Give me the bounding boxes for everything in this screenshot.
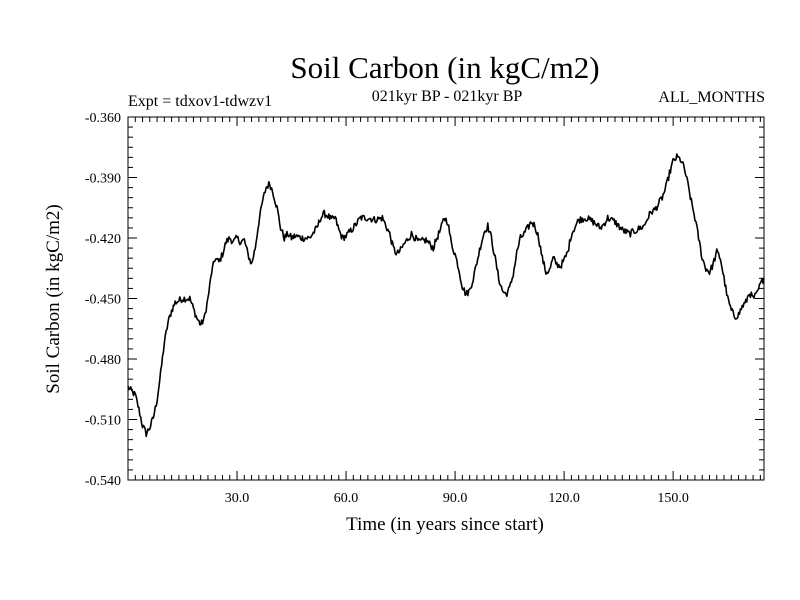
y-tick-label: -0.450	[85, 293, 121, 308]
y-tick-label: -0.420	[85, 232, 121, 247]
x-tick-label: 60.0	[334, 491, 359, 506]
x-tick-label: 150.0	[657, 491, 689, 506]
y-tick-label: -0.510	[85, 414, 121, 429]
y-axis-label: Soil Carbon (in kgC/m2)	[43, 204, 64, 393]
soil-carbon-series-line	[127, 153, 765, 438]
experiment-label: Expt = tdxov1-tdwzv1	[128, 93, 272, 110]
x-tick-label: 90.0	[443, 491, 468, 506]
y-tick-label: -0.540	[85, 474, 121, 489]
y-tick-label: -0.360	[85, 111, 121, 126]
tick-labels: 30.0 60.0 90.0 120.0 150.0 -0.360 -0.390 -0.420…	[85, 111, 689, 506]
y-tick-label: -0.480	[85, 353, 121, 368]
x-tick-label: 30.0	[225, 491, 250, 506]
chart-title: Soil Carbon (in kgC/m2)	[290, 50, 599, 85]
plot-frame	[127, 116, 765, 481]
x-axis-label: Time (in years since start)	[346, 514, 544, 535]
y-tick-label: -0.390	[85, 172, 121, 187]
months-label: ALL_MONTHS	[658, 89, 765, 106]
chart-subtitle: 021kyr BP - 021kyr BP	[372, 88, 523, 105]
x-tick-label: 120.0	[548, 491, 580, 506]
